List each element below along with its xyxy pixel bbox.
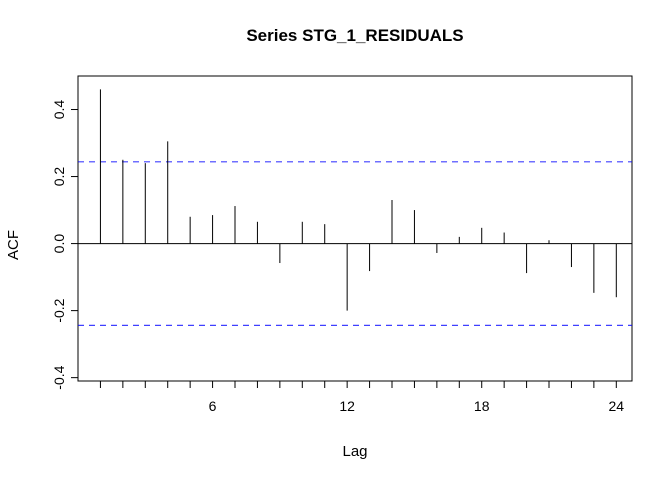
acf-bars <box>99 89 617 311</box>
y-axis-label: ACF <box>5 230 22 260</box>
y-tick-label: 0.4 <box>51 100 67 120</box>
y-axis: -0.4 -0.2 0.0 0.2 0.4 <box>51 100 78 390</box>
y-tick-label: 0.2 <box>51 167 67 187</box>
x-axis: 6 12 18 24 <box>99 381 625 414</box>
x-tick-label: 6 <box>209 398 217 414</box>
y-tick-label: -0.4 <box>51 365 67 389</box>
chart-title: Series STG_1_RESIDUALS <box>246 26 463 45</box>
x-tick-label: 24 <box>609 398 625 414</box>
x-axis-label: Lag <box>342 443 367 460</box>
plot-frame <box>77 75 633 382</box>
x-tick-label: 12 <box>339 398 355 414</box>
y-tick-label: -0.2 <box>51 298 67 322</box>
y-tick-label: 0.0 <box>51 234 67 254</box>
confidence-bounds <box>78 161 632 326</box>
x-tick-label: 18 <box>474 398 490 414</box>
